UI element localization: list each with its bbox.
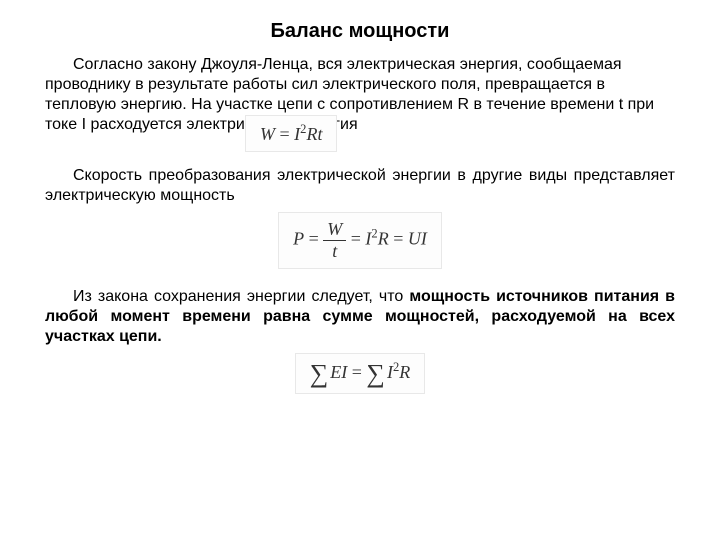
paragraph-3: Из закона сохранения энергии следует, чт… xyxy=(45,287,675,347)
sigma-right-icon: ∑ xyxy=(366,361,387,387)
sym-E: E xyxy=(330,362,341,382)
sym-eq5: = xyxy=(347,362,366,382)
formula-energy-box: W = I2Rt xyxy=(245,115,337,152)
frac-num: W xyxy=(323,219,346,241)
sym-I3: I xyxy=(421,229,427,249)
paragraph-2: Скорость преобразования электрической эн… xyxy=(45,166,675,206)
sym-eq4: = xyxy=(389,229,408,249)
formula-balance-box: ∑EI = ∑I2R xyxy=(295,353,426,394)
formula-power: P = Wt = I2R = UI xyxy=(45,212,675,269)
sym-R: R xyxy=(306,124,317,144)
sym-R3: R xyxy=(399,362,410,382)
formula-power-box: P = Wt = I2R = UI xyxy=(278,212,442,269)
sigma-left-icon: ∑ xyxy=(310,361,331,387)
sym-eq3: = xyxy=(346,229,365,249)
sym-eq2: = xyxy=(304,229,323,249)
sym-eq: = xyxy=(275,124,294,144)
frac-den: t xyxy=(323,241,346,262)
sym-t: t xyxy=(317,124,322,144)
sym-R2: R xyxy=(378,229,389,249)
page-root: Баланс мощности Согласно закону Джоуля-Л… xyxy=(0,0,720,432)
sym-P: P xyxy=(293,229,304,249)
formula-balance: ∑EI = ∑I2R xyxy=(45,353,675,394)
frac-W-t: Wt xyxy=(323,219,346,262)
page-title: Баланс мощности xyxy=(45,20,675,43)
sym-W: W xyxy=(260,124,275,144)
p3-lead: Из закона сохранения энергии следует, чт… xyxy=(73,288,409,305)
sym-U: U xyxy=(408,229,421,249)
